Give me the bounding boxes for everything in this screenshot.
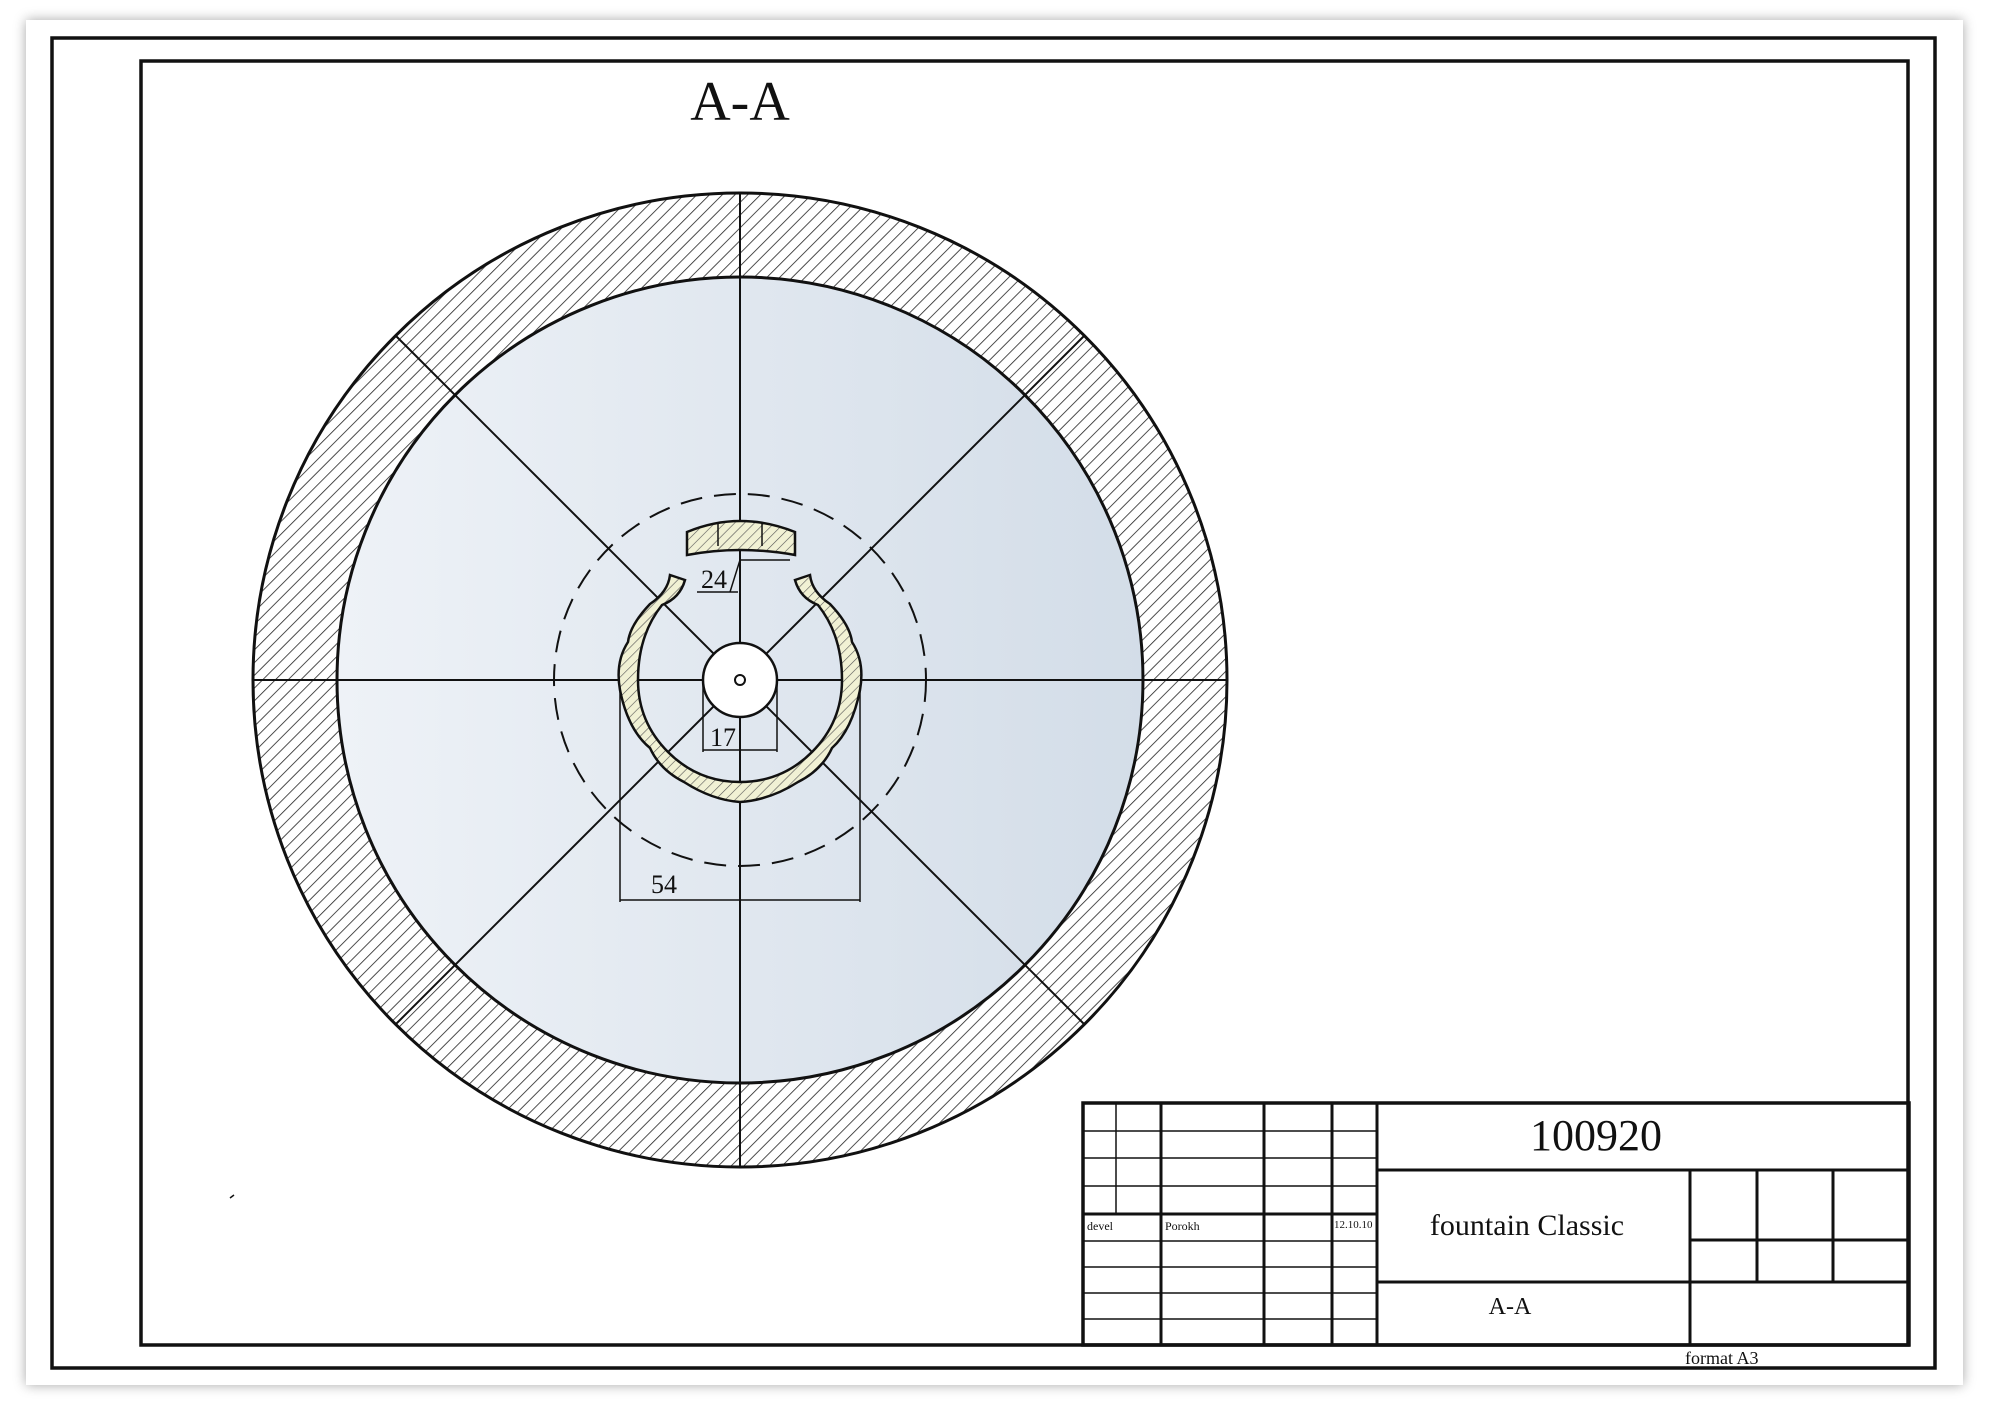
drawing-number: 100920 [1530, 1111, 1662, 1160]
reference-circle [553, 493, 927, 867]
dim-slot-label: 24 [701, 565, 727, 594]
title-block-right-grid [1377, 1168, 1909, 1345]
dim-hub [702, 680, 778, 752]
dim-ring-span-label: 54 [651, 870, 677, 899]
outer-frame [50, 36, 1937, 1370]
section-title: A-A [690, 71, 790, 133]
dim-ring-span [619, 690, 861, 902]
dim-hub-label: 17 [710, 723, 736, 752]
slot-piece [685, 519, 797, 557]
stray-mark [229, 1194, 235, 1199]
author-cell: Porokh [1165, 1219, 1200, 1233]
inner-frame [139, 59, 1910, 1347]
role-cell: devel [1087, 1219, 1114, 1233]
drawing-name: fountain Classic [1430, 1209, 1624, 1242]
title-block-frame [1081, 1101, 1911, 1347]
date-cell: 12.10.10 [1334, 1219, 1373, 1231]
view-name: A-A [1489, 1294, 1532, 1320]
disc-drawing: 17 54 24 [251, 191, 1229, 1169]
inner-ring [617, 573, 863, 804]
dim-slot-leader [729, 559, 741, 593]
title-block: devel Porokh 12.10.10 100920 fountain Cl… [1081, 1101, 1911, 1347]
sheet-format: format A3 [1685, 1348, 1759, 1368]
title-block-left-grid [1083, 1103, 1379, 1345]
hub-hole [734, 674, 746, 686]
